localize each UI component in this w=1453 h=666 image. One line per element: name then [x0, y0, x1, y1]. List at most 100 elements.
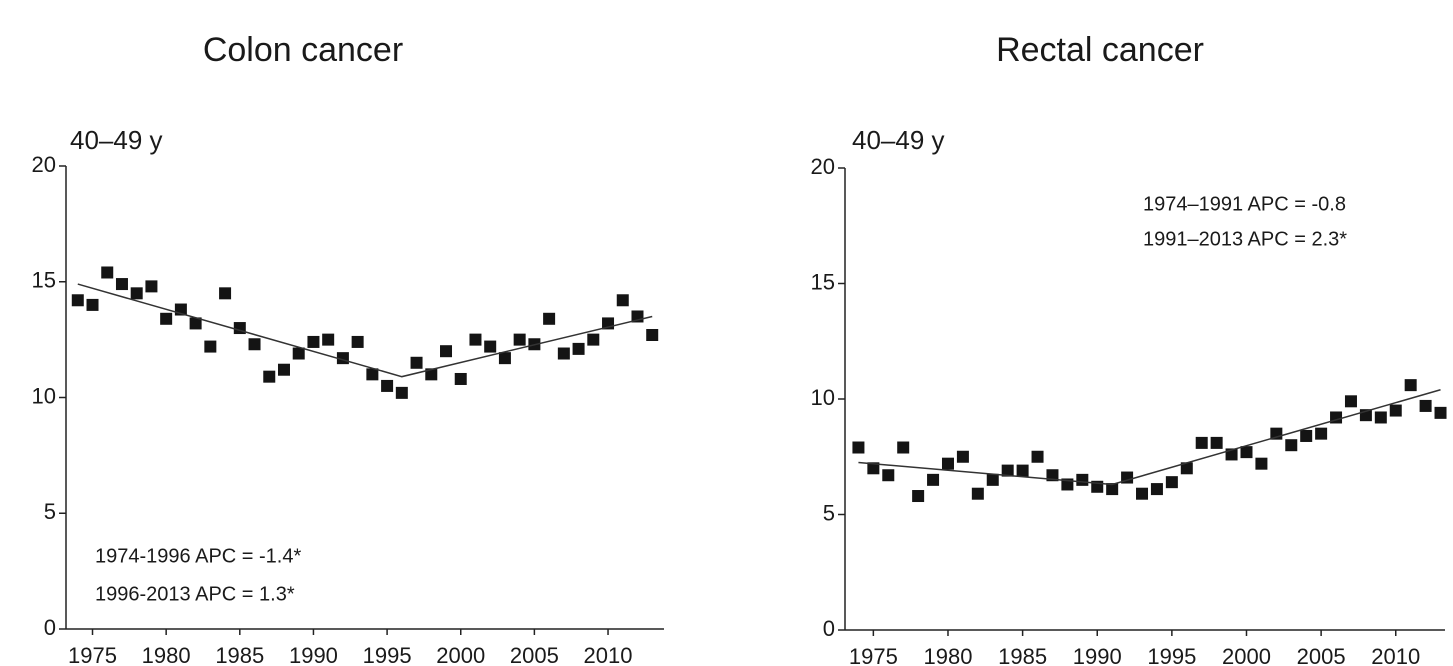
data-point — [1300, 429, 1313, 442]
data-point — [351, 335, 364, 348]
y-tick-label: 0 — [823, 616, 835, 641]
data-point — [1210, 436, 1223, 449]
fit-line — [858, 389, 1441, 486]
y-tick-label: 5 — [44, 499, 56, 524]
data-point — [587, 333, 600, 346]
data-point — [1106, 483, 1119, 496]
data-point — [867, 462, 880, 475]
data-point — [1285, 439, 1298, 452]
data-point — [543, 312, 556, 325]
data-point — [897, 441, 910, 454]
y-tick-label: 15 — [32, 268, 56, 293]
data-point — [366, 368, 379, 381]
x-tick-label: 1980 — [142, 643, 191, 666]
y-tick-label: 10 — [811, 385, 835, 410]
subtitle: 40–49 y — [70, 125, 163, 155]
data-point — [971, 487, 984, 500]
data-point — [1046, 469, 1059, 482]
annotation: 1996-2013 APC = 1.3* — [95, 583, 295, 605]
x-tick-label: 1975 — [849, 644, 898, 666]
data-point — [71, 294, 84, 307]
x-tick-label: 2010 — [584, 643, 633, 666]
data-point — [425, 368, 438, 381]
x-tick-label: 2000 — [1222, 644, 1271, 666]
y-tick-label: 15 — [811, 269, 835, 294]
data-point — [1136, 487, 1149, 500]
fit-line — [77, 283, 653, 378]
data-point — [1389, 404, 1402, 417]
x-tick-label: 1980 — [924, 644, 973, 666]
y-tick-label: 0 — [44, 615, 56, 640]
data-point — [454, 372, 467, 385]
data-point — [646, 328, 659, 341]
data-point — [1180, 462, 1193, 475]
data-point — [101, 266, 114, 279]
data-point — [1150, 483, 1163, 496]
data-point — [292, 347, 305, 360]
data-point — [469, 333, 482, 346]
data-point — [204, 340, 217, 353]
x-tick-label: 2000 — [436, 643, 485, 666]
x-tick-label: 1985 — [998, 644, 1047, 666]
data-point — [263, 370, 276, 383]
data-point — [616, 294, 629, 307]
data-point — [986, 473, 999, 486]
data-point — [557, 347, 570, 360]
data-point — [956, 450, 969, 463]
data-point — [189, 317, 202, 330]
data-point — [1434, 406, 1447, 419]
y-tick-label: 5 — [823, 500, 835, 525]
data-point — [1001, 464, 1014, 477]
data-point — [1404, 379, 1417, 392]
x-tick-label: 1995 — [363, 643, 412, 666]
data-point — [1255, 457, 1268, 470]
data-point — [572, 342, 585, 355]
x-tick-label: 2005 — [1297, 644, 1346, 666]
data-point — [277, 363, 290, 376]
data-point — [1031, 450, 1044, 463]
chart-title: Colon cancer — [203, 31, 403, 69]
data-point — [1195, 436, 1208, 449]
data-point — [219, 287, 232, 300]
annotation: 1991–2013 APC = 2.3* — [1143, 228, 1347, 250]
x-tick-label: 1995 — [1147, 644, 1196, 666]
annotation: 1974–1991 APC = -0.8 — [1143, 193, 1346, 215]
data-point — [882, 469, 895, 482]
data-point — [395, 386, 408, 399]
data-point — [381, 379, 394, 392]
data-point — [484, 340, 497, 353]
data-point — [160, 312, 173, 325]
data-point — [307, 335, 320, 348]
x-tick-label: 1990 — [289, 643, 338, 666]
x-tick-label: 1975 — [68, 643, 117, 666]
data-point — [86, 298, 99, 311]
y-tick-label: 20 — [811, 154, 835, 179]
y-tick-label: 10 — [32, 383, 56, 408]
data-point — [852, 441, 865, 454]
x-tick-label: 1990 — [1073, 644, 1122, 666]
data-point — [1076, 473, 1089, 486]
data-point — [1016, 464, 1029, 477]
data-point — [115, 278, 128, 291]
chart-title: Rectal cancer — [996, 31, 1204, 69]
data-point — [1419, 399, 1432, 412]
data-point — [941, 457, 954, 470]
data-point — [322, 333, 335, 346]
data-point — [130, 287, 143, 300]
y-tick-label: 20 — [32, 152, 56, 177]
annotation: 1974-1996 APC = -1.4* — [95, 545, 301, 567]
x-tick-label: 1985 — [215, 643, 264, 666]
data-point — [912, 490, 925, 503]
data-point — [1315, 427, 1328, 440]
data-point — [440, 345, 453, 358]
x-tick-label: 2005 — [510, 643, 559, 666]
data-point — [498, 352, 511, 365]
x-tick-label: 2010 — [1371, 644, 1420, 666]
subtitle: 40–49 y — [852, 125, 945, 155]
data-point — [248, 338, 261, 351]
data-point — [1344, 395, 1357, 408]
data-point — [145, 280, 158, 293]
data-point — [1165, 476, 1178, 489]
data-point — [1374, 411, 1387, 424]
